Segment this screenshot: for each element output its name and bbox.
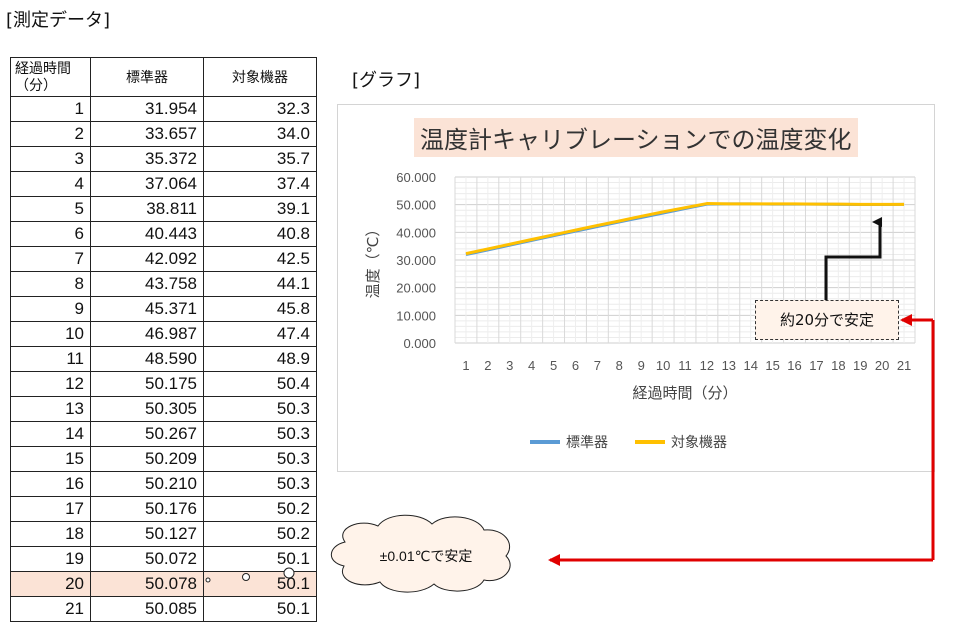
measurement-table: 経過時間（分） 標準器 対象機器 1 31.954 32.3 2 33.657 34.0 3… bbox=[10, 57, 317, 622]
cell-standard: 31.954 bbox=[90, 96, 204, 122]
table-row: 15 50.209 50.3 bbox=[10, 446, 317, 472]
cell-standard: 46.987 bbox=[90, 321, 204, 347]
cell-elapsed-time: 18 bbox=[10, 521, 91, 547]
cell-elapsed-time: 12 bbox=[10, 371, 91, 397]
chart-title: 温度計キャリブレーションでの温度変化 bbox=[414, 118, 858, 157]
table-row: 4 37.064 37.4 bbox=[10, 171, 317, 197]
cell-elapsed-time: 8 bbox=[10, 271, 91, 297]
graph-section-heading: [グラフ] bbox=[352, 70, 421, 91]
cell-target: 50.1 bbox=[203, 571, 317, 597]
cell-standard: 50.176 bbox=[90, 496, 204, 522]
cell-target: 50.2 bbox=[203, 521, 317, 547]
cell-standard: 48.590 bbox=[90, 346, 204, 372]
cell-standard: 50.085 bbox=[90, 596, 204, 622]
cell-standard: 50.210 bbox=[90, 471, 204, 497]
cell-target: 42.5 bbox=[203, 246, 317, 272]
cell-standard: 50.267 bbox=[90, 421, 204, 447]
table-row: 20 50.078 50.1 bbox=[10, 571, 317, 597]
cell-target: 50.1 bbox=[203, 546, 317, 572]
header-elapsed-time: 経過時間（分） bbox=[10, 57, 91, 97]
cell-elapsed-time: 20 bbox=[10, 571, 91, 597]
cell-target: 47.4 bbox=[203, 321, 317, 347]
cell-target: 45.8 bbox=[203, 296, 317, 322]
cell-standard: 37.064 bbox=[90, 171, 204, 197]
cell-target: 44.1 bbox=[203, 271, 317, 297]
table-row: 2 33.657 34.0 bbox=[10, 121, 317, 147]
cell-elapsed-time: 19 bbox=[10, 546, 91, 572]
cell-standard: 50.078 bbox=[90, 571, 204, 597]
cell-standard: 50.127 bbox=[90, 521, 204, 547]
table-row: 5 38.811 39.1 bbox=[10, 196, 317, 222]
header-standard: 標準器 bbox=[90, 57, 204, 97]
chart-area bbox=[337, 104, 935, 472]
table-row: 19 50.072 50.1 bbox=[10, 546, 317, 572]
cell-standard: 50.209 bbox=[90, 446, 204, 472]
cell-target: 35.7 bbox=[203, 146, 317, 172]
table-row: 14 50.267 50.3 bbox=[10, 421, 317, 447]
table-row: 6 40.443 40.8 bbox=[10, 221, 317, 247]
cell-standard: 50.305 bbox=[90, 396, 204, 422]
cell-standard: 43.758 bbox=[90, 271, 204, 297]
cell-elapsed-time: 13 bbox=[10, 396, 91, 422]
cell-target: 32.3 bbox=[203, 96, 317, 122]
table-row: 8 43.758 44.1 bbox=[10, 271, 317, 297]
cell-target: 50.3 bbox=[203, 471, 317, 497]
header-target: 対象機器 bbox=[203, 57, 317, 97]
table-row: 18 50.127 50.2 bbox=[10, 521, 317, 547]
cell-target: 34.0 bbox=[203, 121, 317, 147]
table-row: 9 45.371 45.8 bbox=[10, 296, 317, 322]
cell-target: 50.3 bbox=[203, 396, 317, 422]
cell-standard: 50.072 bbox=[90, 546, 204, 572]
cell-elapsed-time: 10 bbox=[10, 321, 91, 347]
cell-elapsed-time: 15 bbox=[10, 446, 91, 472]
cell-elapsed-time: 11 bbox=[10, 346, 91, 372]
cell-elapsed-time: 6 bbox=[10, 221, 91, 247]
cell-elapsed-time: 21 bbox=[10, 596, 91, 622]
cell-elapsed-time: 2 bbox=[10, 121, 91, 147]
cell-target: 50.3 bbox=[203, 421, 317, 447]
cell-elapsed-time: 4 bbox=[10, 171, 91, 197]
cell-elapsed-time: 1 bbox=[10, 96, 91, 122]
cell-elapsed-time: 17 bbox=[10, 496, 91, 522]
cell-standard: 40.443 bbox=[90, 221, 204, 247]
cell-target: 50.4 bbox=[203, 371, 317, 397]
table-row: 7 42.092 42.5 bbox=[10, 246, 317, 272]
cell-target: 50.3 bbox=[203, 446, 317, 472]
cell-target: 39.1 bbox=[203, 196, 317, 222]
table-row: 12 50.175 50.4 bbox=[10, 371, 317, 397]
table-row: 10 46.987 47.4 bbox=[10, 321, 317, 347]
cell-target: 50.1 bbox=[203, 596, 317, 622]
cell-elapsed-time: 5 bbox=[10, 196, 91, 222]
cell-elapsed-time: 7 bbox=[10, 246, 91, 272]
table-row: 17 50.176 50.2 bbox=[10, 496, 317, 522]
cell-target: 50.2 bbox=[203, 496, 317, 522]
cell-standard: 50.175 bbox=[90, 371, 204, 397]
table-row: 11 48.590 48.9 bbox=[10, 346, 317, 372]
cell-elapsed-time: 16 bbox=[10, 471, 91, 497]
cell-target: 37.4 bbox=[203, 171, 317, 197]
cell-elapsed-time: 3 bbox=[10, 146, 91, 172]
cell-elapsed-time: 14 bbox=[10, 421, 91, 447]
cell-standard: 45.371 bbox=[90, 296, 204, 322]
cell-standard: 33.657 bbox=[90, 121, 204, 147]
table-row: 1 31.954 32.3 bbox=[10, 96, 317, 122]
cell-standard: 42.092 bbox=[90, 246, 204, 272]
cell-target: 48.9 bbox=[203, 346, 317, 372]
cell-elapsed-time: 9 bbox=[10, 296, 91, 322]
precision-callout-text: ±0.01℃で安定 bbox=[380, 548, 473, 564]
data-section-heading: [測定データ] bbox=[6, 10, 111, 31]
cell-standard: 38.811 bbox=[90, 196, 204, 222]
table-row: 13 50.305 50.3 bbox=[10, 396, 317, 422]
table-row: 21 50.085 50.1 bbox=[10, 596, 317, 622]
stable-time-callout: 約20分で安定 bbox=[755, 300, 899, 340]
table-row: 3 35.372 35.7 bbox=[10, 146, 317, 172]
cell-target: 40.8 bbox=[203, 221, 317, 247]
table-row: 16 50.210 50.3 bbox=[10, 471, 317, 497]
cell-standard: 35.372 bbox=[90, 146, 204, 172]
